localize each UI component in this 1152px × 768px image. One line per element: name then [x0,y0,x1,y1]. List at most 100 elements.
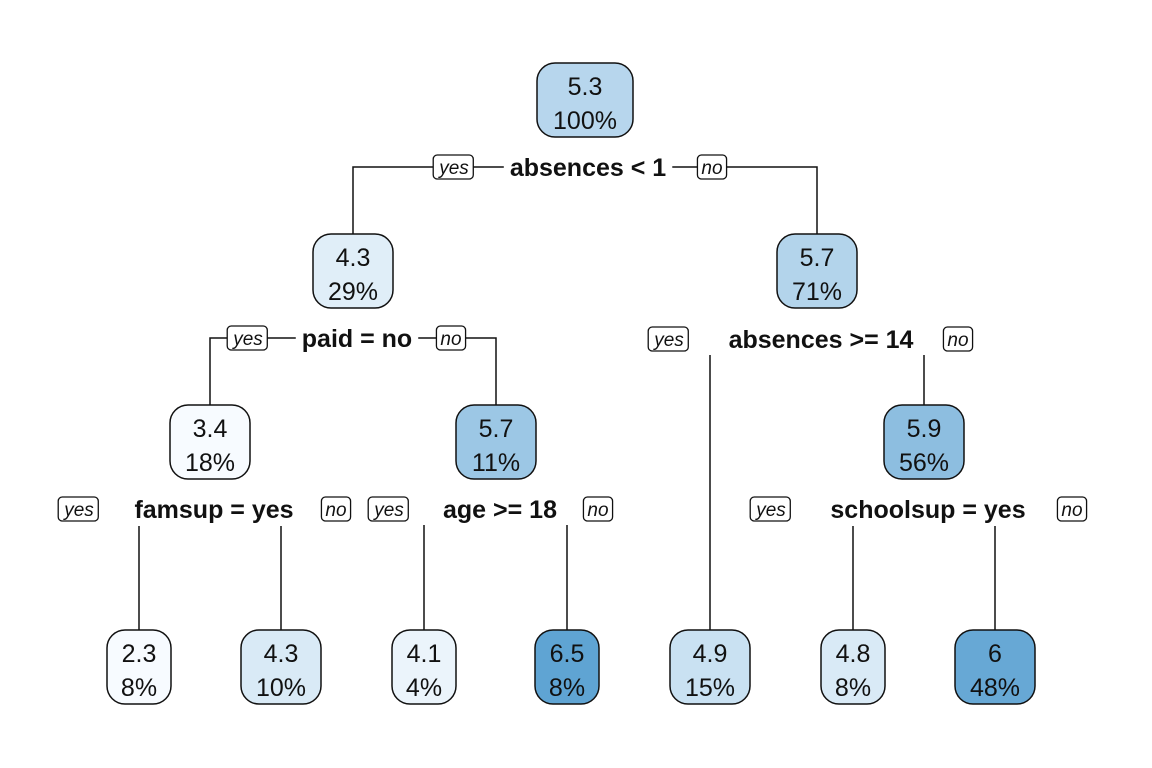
split-label-bg [824,494,1032,526]
tree-node-n11: 4.915% [669,629,751,705]
node-box [169,404,251,480]
node-value: 5.7 [479,415,514,443]
branch-tag-yes-text: yes [437,158,469,179]
node-value: 6.5 [550,640,585,668]
node-box [536,62,634,138]
node-box [669,629,751,705]
node-box [883,404,965,480]
tree-node-n6: 5.956% [883,404,965,480]
branch-tag-yes-text: yes [652,330,684,351]
branch-tag-no-text: no [587,500,608,521]
branch-tag-no-box [320,496,352,522]
branch-tag-no-text: no [440,329,461,350]
tree-node-n5: 5.711% [455,404,537,480]
node-percent: 11% [472,449,520,477]
branch-tag-yes-text: yes [372,500,404,521]
node-percent: 4% [406,674,442,702]
tree-node-n7: 2.38% [106,629,172,705]
split-label-bg [503,152,673,184]
branch-tag-no-text: no [1061,500,1082,521]
split-label-bg [128,494,300,526]
tree-node-n12: 4.88% [820,629,886,705]
branch-tag-no: no [696,154,728,180]
split-label-bg [437,494,564,526]
split-label-n4: famsup = yes [134,496,293,524]
branch-tag-yes-text: yes [754,500,786,521]
branch-tag-yes-text: yes [231,329,263,350]
tree-node-n13: 648% [954,629,1036,705]
node-percent: 48% [970,674,1020,702]
branch-tag-yes: yes [367,496,409,522]
node-value: 2.3 [122,640,157,668]
tree-node-n3: 5.771% [776,233,858,309]
branch-tag-yes-text: yes [62,500,94,521]
branch-tag-no-box [435,325,467,351]
branch-tag-yes: yes [432,154,474,180]
branch-tag-yes: yes [57,496,99,522]
branch-tag-yes: yes [647,326,689,352]
node-percent: 18% [185,449,235,477]
branch-tag-yes-box [57,496,99,522]
split-label-n6: schoolsup = yes [830,496,1025,524]
branch-tag-yes-box [749,496,791,522]
tree-node-n8: 4.310% [240,629,322,705]
node-value: 4.1 [407,640,442,668]
node-percent: 15% [685,674,735,702]
node-box [312,233,394,309]
tree-nodes: 5.3100%4.329%5.771%3.418%5.711%5.956%2.3… [106,62,1036,705]
node-percent: 71% [792,278,842,306]
branch-tag-no: no [320,496,352,522]
node-percent: 8% [835,674,871,702]
branch-tag-yes-box [647,326,689,352]
node-box [240,629,322,705]
node-percent: 56% [899,449,949,477]
branch-tag-yes-box [226,325,268,351]
node-box [534,629,600,705]
split-label-n1: absences < 1 [510,154,666,182]
split-label-bg [295,323,419,355]
split-label-n5: age >= 18 [443,496,557,524]
node-percent: 10% [256,674,306,702]
split-labels: absences < 1 yes no paid = no yes no absences … [57,152,1088,526]
branch-tag-no: no [435,325,467,351]
node-box [954,629,1036,705]
node-box [106,629,172,705]
node-percent: 8% [121,674,157,702]
node-box [391,629,457,705]
node-box [455,404,537,480]
branch-tag-yes-box [367,496,409,522]
branch-tag-no-text: no [701,158,722,179]
node-percent: 100% [553,107,617,135]
branch-tag-yes: yes [749,496,791,522]
tree-edges [138,166,996,630]
branch-tag-no: no [1056,496,1088,522]
branch-tag-no-box [696,154,728,180]
split-label-n3: absences >= 14 [729,326,914,354]
branch-tag-no-text: no [325,500,346,521]
branch-tag-no: no [942,326,974,352]
branch-tag-no: no [582,496,614,522]
node-value: 5.7 [800,244,835,272]
node-value: 5.9 [907,415,942,443]
node-value: 4.9 [693,640,728,668]
branch-tag-yes-box [432,154,474,180]
node-value: 4.3 [264,640,299,668]
branch-tag-no-box [582,496,614,522]
branch-tag-no-box [942,326,974,352]
tree-node-n2: 4.329% [312,233,394,309]
tree-node-n9: 4.14% [391,629,457,705]
split-label-bg [722,324,920,356]
node-value: 6 [988,640,1002,668]
tree-node-n1: 5.3 100% [536,62,634,138]
tree-node-n10: 6.58% [534,629,600,705]
node-box [776,233,858,309]
branch-tag-no-text: no [947,330,968,351]
node-value: 4.3 [336,244,371,272]
node-box [820,629,886,705]
split-label-n2: paid = no [302,325,412,353]
node-percent: 29% [328,278,378,306]
node-percent: 8% [549,674,585,702]
node-value: 4.8 [836,640,871,668]
branch-tag-no-box [1056,496,1088,522]
